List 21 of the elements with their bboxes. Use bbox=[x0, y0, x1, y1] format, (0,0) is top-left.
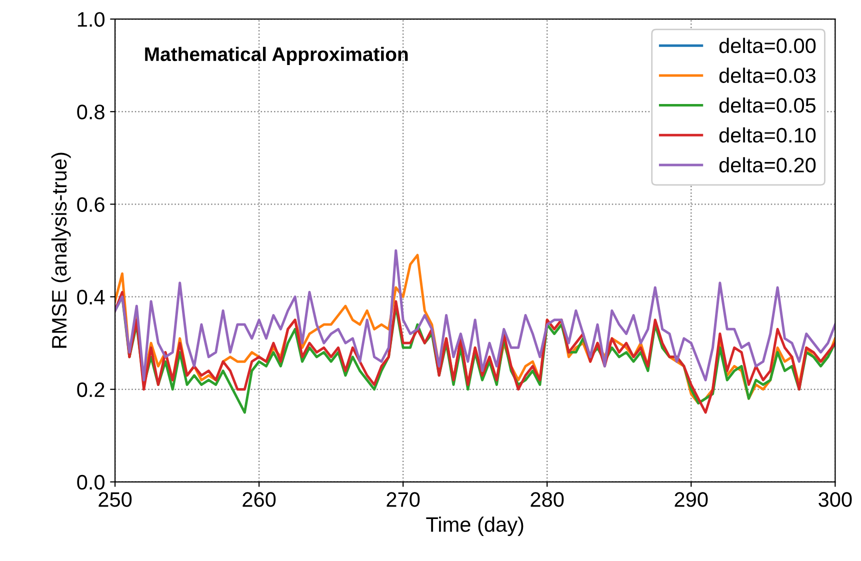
legend-label: delta=0.03 bbox=[719, 68, 816, 83]
y-axis-title: RMSE (analysis-true) bbox=[51, 152, 71, 348]
line-series bbox=[115, 249, 836, 382]
x-tick-label: 290 bbox=[674, 492, 708, 507]
x-tick-label: 250 bbox=[98, 492, 132, 507]
x-tick-label: 270 bbox=[386, 492, 420, 507]
annotation: Mathematical Approximation bbox=[145, 46, 408, 65]
y-tick-label: 0.0 bbox=[77, 474, 104, 490]
y-tick-label: 1.0 bbox=[78, 12, 104, 27]
legend-label: delta=0.20 bbox=[719, 157, 816, 172]
x-tick-label: 300 bbox=[818, 492, 852, 507]
legend-label: delta=0.00 bbox=[719, 38, 816, 54]
x-tick-label: 280 bbox=[530, 492, 564, 507]
y-tick-label: 0.8 bbox=[77, 104, 104, 120]
x-tick-label: 260 bbox=[242, 492, 276, 507]
legend-label: delta=0.05 bbox=[719, 98, 816, 113]
y-tick-label: 0.4 bbox=[77, 290, 105, 305]
y-tick-label: 0.2 bbox=[77, 382, 104, 398]
x-axis-title: Time (day) bbox=[426, 516, 524, 536]
legend-label: delta=0.10 bbox=[719, 127, 816, 143]
y-tick-label: 0.6 bbox=[77, 197, 104, 212]
